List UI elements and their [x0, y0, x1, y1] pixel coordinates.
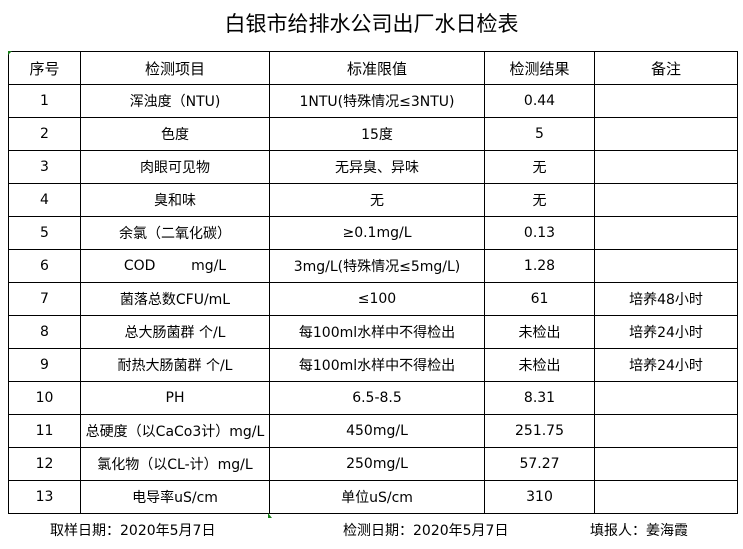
cell-item: 余氯（二氧化碳）: [80, 216, 270, 250]
cell-index: 12: [8, 447, 81, 481]
header-row: 序号 检测项目 标准限值 检测结果 备注: [8, 51, 738, 85]
table-row: 11 总硬度（以CaCo3计）mg/L 450mg/L 251.75: [8, 414, 738, 448]
cell-remark: [594, 414, 738, 448]
cell-standard: 6.5-8.5: [269, 381, 485, 415]
cell-standard: 每100ml水样中不得检出: [269, 315, 485, 349]
cell-result: 未检出: [484, 348, 595, 382]
cell-item: 浑浊度（NTU): [80, 84, 270, 118]
cell-index: 13: [8, 480, 81, 514]
cell-result: 251.75: [484, 414, 595, 448]
cell-index: 4: [8, 183, 81, 217]
cell-result: 310: [484, 480, 595, 514]
cell-index: 3: [8, 150, 81, 184]
cell-result: 无: [484, 183, 595, 217]
cell-remark: [594, 249, 738, 283]
cell-item: 臭和味: [80, 183, 270, 217]
cell-standard: 单位uS/cm: [269, 480, 485, 514]
cell-remark: [594, 183, 738, 217]
reporter: 填报人：姜海霞: [590, 523, 688, 539]
cell-item: 肉眼可见物: [80, 150, 270, 184]
cell-index: 11: [8, 414, 81, 448]
table-row: 10 PH 6.5-8.5 8.31: [8, 381, 738, 415]
cell-remark: [594, 84, 738, 118]
cell-remark: [594, 447, 738, 481]
cell-index: 8: [8, 315, 81, 349]
table-row: 6 COD mg/L 3mg/L(特殊情况≤5mg/L) 1.28: [8, 249, 738, 283]
cell-remark: [594, 150, 738, 184]
table-row: 7 菌落总数CFU/mL ≤100 61 培养48小时: [8, 282, 738, 316]
cell-item: 总硬度（以CaCo3计）mg/L: [80, 414, 270, 448]
table-row: 2 色度 15度 5: [8, 117, 738, 151]
table-row: 12 氯化物（以CL-计）mg/L 250mg/L 57.27: [8, 447, 738, 481]
inspection-table: 序号 检测项目 标准限值 检测结果 备注 1 浑浊度（NTU) 1NTU(特殊情况≤3NTU)…: [8, 51, 738, 514]
cell-index: 7: [8, 282, 81, 316]
cell-result: 8.31: [484, 381, 595, 415]
cell-standard: 450mg/L: [269, 414, 485, 448]
cell-index: 5: [8, 216, 81, 250]
cell-item: COD mg/L: [80, 249, 270, 283]
header-index: 序号: [8, 51, 81, 85]
cell-remark: [594, 216, 738, 250]
cell-index: 2: [8, 117, 81, 151]
table-row: 8 总大肠菌群 个/L 每100ml水样中不得检出 未检出 培养24小时: [8, 315, 738, 349]
cell-item: 菌落总数CFU/mL: [80, 282, 270, 316]
cell-result: 1.28: [484, 249, 595, 283]
cell-item: 电导率uS/cm: [80, 480, 270, 514]
test-date: 检测日期：2020年5月7日: [343, 523, 509, 539]
cell-remark: 培养48小时: [594, 282, 738, 316]
cell-item: 色度: [80, 117, 270, 151]
cell-index: 10: [8, 381, 81, 415]
table-row: 3 肉眼可见物 无异臭、异味无: [8, 150, 738, 184]
table-row: 1 浑浊度（NTU) 1NTU(特殊情况≤3NTU) 0.44: [8, 84, 738, 118]
cell-result: 57.27: [484, 447, 595, 481]
cell-remark: 培养24小时: [594, 315, 738, 349]
cell-item: 氯化物（以CL-计）mg/L: [80, 447, 270, 481]
cell-item: 耐热大肠菌群 个/L: [80, 348, 270, 382]
sampling-date: 取样日期：2020年5月7日: [50, 523, 216, 539]
cell-item: PH: [80, 381, 270, 415]
cell-corner-marker: [8, 51, 12, 55]
cell-result: 5: [484, 117, 595, 151]
cell-index: 1: [8, 84, 81, 118]
cell-remark: [594, 117, 738, 151]
cell-result: 未检出: [484, 315, 595, 349]
cell-standard: 无: [269, 183, 485, 217]
table-row: 5 余氯（二氧化碳） ≥0.1mg/L 0.13: [8, 216, 738, 250]
cell-index: 6: [8, 249, 81, 283]
cell-remark: 培养24小时: [594, 348, 738, 382]
cell-result: 0.44: [484, 84, 595, 118]
table-row: 9 耐热大肠菌群 个/L 每100ml水样中不得检出 未检出 培养24小时: [8, 348, 738, 382]
cell-remark: [594, 381, 738, 415]
cell-standard: 250mg/L: [269, 447, 485, 481]
cell-item: 总大肠菌群 个/L: [80, 315, 270, 349]
cell-result: 0.13: [484, 216, 595, 250]
table-row: 4 臭和味无无: [8, 183, 738, 217]
table-row: 13 电导率uS/cm 单位uS/cm 310: [8, 480, 738, 514]
cell-standard: 无异臭、异味: [269, 150, 485, 184]
cell-standard: 15度: [269, 117, 485, 151]
cell-standard: 1NTU(特殊情况≤3NTU): [269, 84, 485, 118]
header-item: 检测项目: [80, 51, 270, 85]
cell-standard: ≥0.1mg/L: [269, 216, 485, 250]
header-remark: 备注: [594, 51, 738, 85]
cell-remark: [594, 480, 738, 514]
cell-standard: ≤100: [269, 282, 485, 316]
cell-standard: 每100ml水样中不得检出: [269, 348, 485, 382]
cell-result: 无: [484, 150, 595, 184]
header-result: 检测结果: [484, 51, 595, 85]
page-title: 白银市给排水公司出厂水日检表: [224, 12, 519, 36]
header-standard: 标准限值: [269, 51, 485, 85]
cell-corner-marker: [268, 513, 272, 518]
cell-index: 9: [8, 348, 81, 382]
cell-standard: 3mg/L(特殊情况≤5mg/L): [269, 249, 485, 283]
cell-result: 61: [484, 282, 595, 316]
